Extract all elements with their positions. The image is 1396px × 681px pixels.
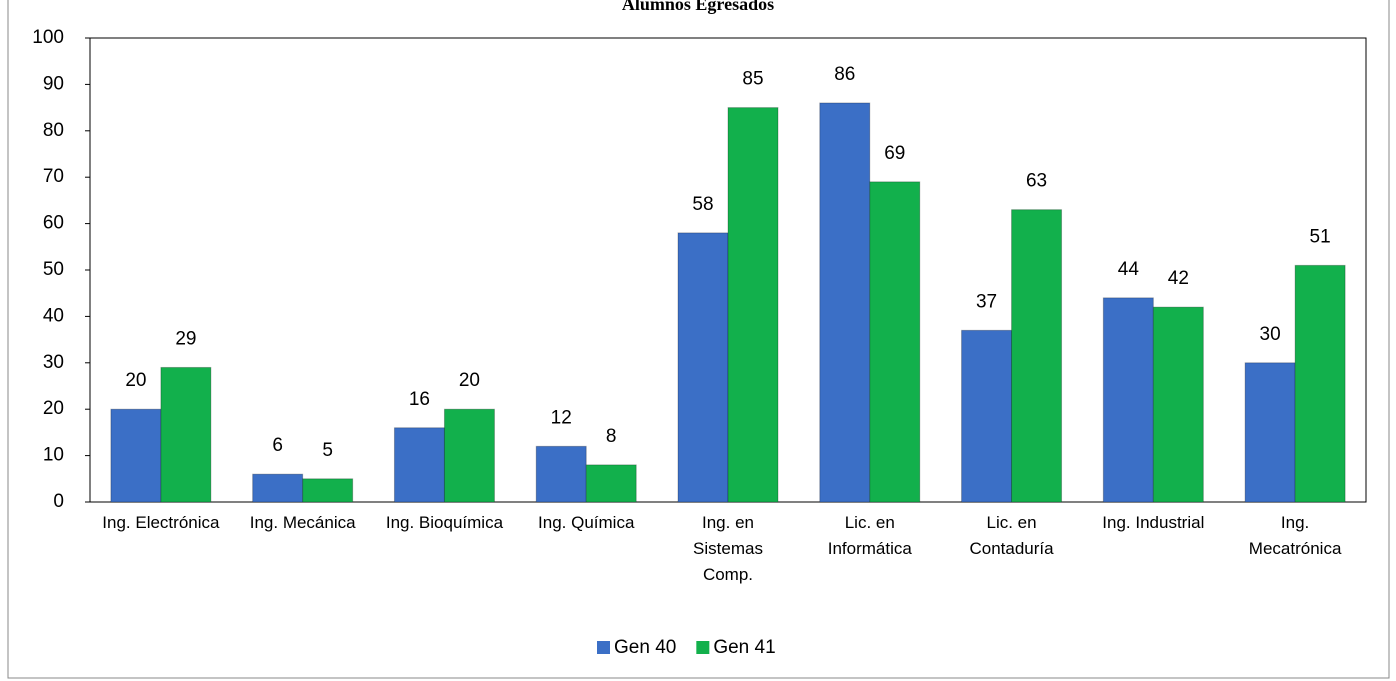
bar [961,329,1013,503]
value-label: 85 [742,69,763,90]
value-label: 58 [692,194,713,215]
value-label: 86 [834,64,855,85]
y-tick-label: 80 [43,120,64,141]
legend-swatch [597,641,610,654]
bar [535,445,587,503]
y-tick-label: 50 [43,259,64,280]
bar [443,408,495,503]
x-tick-label: Lic. en Informática [827,513,912,558]
y-tick-label: 10 [43,445,64,466]
value-label: 6 [272,435,283,456]
bar [869,181,921,503]
value-label: 29 [175,328,196,349]
value-label: 12 [551,407,572,428]
bar [585,464,637,503]
value-label: 44 [1118,259,1140,280]
x-tick-label: Ing. en Sistemas Comp. [693,513,763,584]
y-tick-label: 40 [43,305,64,326]
chart-title: Alumnos Egresados [622,0,774,14]
y-tick-label: 20 [43,398,64,419]
y-tick-label: 100 [32,27,64,48]
x-tick-label: Ing. Bioquímica [385,513,504,532]
bar [302,478,354,503]
legend-label: Gen 41 [713,637,775,658]
bar [1244,362,1296,503]
value-label: 37 [976,291,997,312]
bar [252,473,304,503]
value-label: 20 [459,370,480,391]
legend-label: Gen 40 [614,637,676,658]
bar [1294,264,1346,503]
value-label: 5 [322,440,333,461]
bar [677,232,729,503]
x-tick-label: Lic. en Contaduría [969,513,1054,558]
bar [393,427,445,503]
y-tick-label: 90 [43,73,64,94]
value-label: 16 [409,389,430,410]
y-tick-label: 70 [43,166,64,187]
bar [1152,306,1204,503]
x-tick-label: Ing. Mecatrónica [1248,513,1342,558]
value-label: 63 [1026,171,1047,192]
bar [1011,209,1063,503]
value-label: 69 [884,143,905,164]
x-tick-label: Ing. Electrónica [102,513,220,532]
bar [727,107,779,503]
value-label: 8 [606,426,617,447]
y-tick-label: 30 [43,352,64,373]
bar [160,366,212,503]
y-tick-label: 60 [43,213,64,234]
x-tick-label: Ing. Química [538,513,635,532]
value-label: 42 [1168,268,1189,289]
x-tick-label: Ing. Mecánica [249,513,356,532]
value-label: 51 [1310,226,1331,247]
legend-swatch [696,641,710,654]
value-label: 20 [125,370,146,391]
bar [819,102,871,503]
value-label: 30 [1260,324,1281,345]
bar [1102,297,1154,503]
y-tick-label: 0 [53,491,64,512]
x-tick-label: Ing. Industrial [1102,513,1205,532]
bar [110,408,162,503]
